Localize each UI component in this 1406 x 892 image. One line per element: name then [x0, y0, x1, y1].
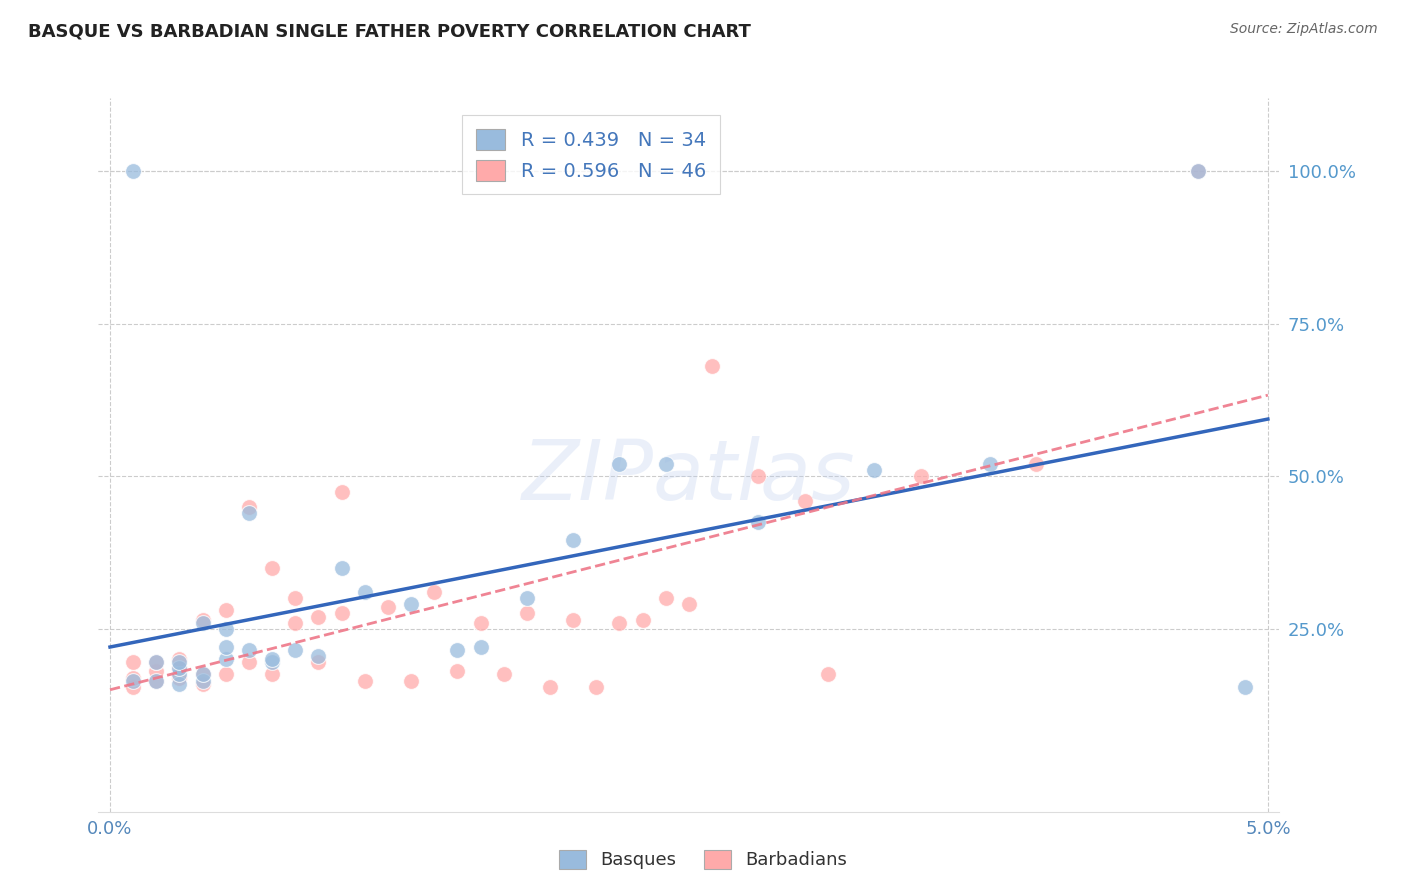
Point	[307, 649, 329, 664]
Point	[191, 667, 214, 681]
Point	[678, 598, 700, 612]
Point	[1187, 164, 1209, 178]
Point	[609, 615, 631, 630]
Point	[169, 655, 191, 669]
Point	[262, 560, 284, 574]
Point	[863, 463, 886, 477]
Point	[284, 591, 307, 606]
Point	[585, 680, 607, 694]
Point	[145, 655, 167, 669]
Point	[446, 665, 468, 679]
Point	[169, 671, 191, 685]
Point	[377, 600, 399, 615]
Point	[562, 613, 585, 627]
Point	[238, 643, 260, 657]
Point	[446, 643, 468, 657]
Point	[516, 607, 538, 621]
Point	[353, 673, 375, 688]
Point	[609, 457, 631, 471]
Point	[262, 655, 284, 669]
Point	[191, 667, 214, 681]
Point	[1025, 457, 1047, 471]
Point	[747, 469, 769, 483]
Point	[423, 585, 446, 599]
Point	[262, 652, 284, 666]
Point	[122, 671, 145, 685]
Point	[169, 652, 191, 666]
Point	[169, 667, 191, 681]
Point	[238, 655, 260, 669]
Point	[1233, 680, 1256, 694]
Point	[747, 515, 769, 529]
Point	[122, 164, 145, 178]
Point	[538, 680, 561, 694]
Point	[470, 640, 492, 654]
Point	[191, 613, 214, 627]
Point	[191, 615, 214, 630]
Point	[910, 469, 932, 483]
Point	[122, 680, 145, 694]
Point	[145, 655, 167, 669]
Point	[516, 591, 538, 606]
Point	[262, 667, 284, 681]
Point	[145, 673, 167, 688]
Point	[169, 676, 191, 690]
Text: Source: ZipAtlas.com: Source: ZipAtlas.com	[1230, 22, 1378, 37]
Point	[307, 609, 329, 624]
Point	[562, 533, 585, 548]
Point	[169, 661, 191, 675]
Point	[492, 667, 515, 681]
Text: BASQUE VS BARBADIAN SINGLE FATHER POVERTY CORRELATION CHART: BASQUE VS BARBADIAN SINGLE FATHER POVERT…	[28, 22, 751, 40]
Point	[817, 667, 839, 681]
Point	[191, 676, 214, 690]
Point	[145, 665, 167, 679]
Point	[284, 643, 307, 657]
Point	[330, 607, 353, 621]
Point	[238, 506, 260, 520]
Point	[399, 673, 422, 688]
Point	[330, 484, 353, 499]
Point	[215, 652, 238, 666]
Point	[470, 615, 492, 630]
Point	[979, 457, 1001, 471]
Legend: Basques, Barbadians: Basques, Barbadians	[550, 840, 856, 879]
Point	[307, 655, 329, 669]
Point	[215, 640, 238, 654]
Point	[631, 613, 654, 627]
Point	[655, 457, 678, 471]
Point	[122, 655, 145, 669]
Point	[700, 359, 723, 374]
Point	[145, 673, 167, 688]
Point	[1187, 164, 1209, 178]
Point	[353, 585, 375, 599]
Text: ZIPatlas: ZIPatlas	[522, 436, 856, 516]
Point	[284, 615, 307, 630]
Point	[238, 500, 260, 514]
Legend: R = 0.439   N = 34, R = 0.596   N = 46: R = 0.439 N = 34, R = 0.596 N = 46	[463, 115, 720, 194]
Point	[655, 591, 678, 606]
Point	[793, 493, 815, 508]
Point	[191, 673, 214, 688]
Point	[215, 603, 238, 617]
Point	[215, 622, 238, 636]
Point	[169, 661, 191, 675]
Point	[399, 598, 422, 612]
Point	[330, 560, 353, 574]
Point	[215, 667, 238, 681]
Point	[122, 673, 145, 688]
